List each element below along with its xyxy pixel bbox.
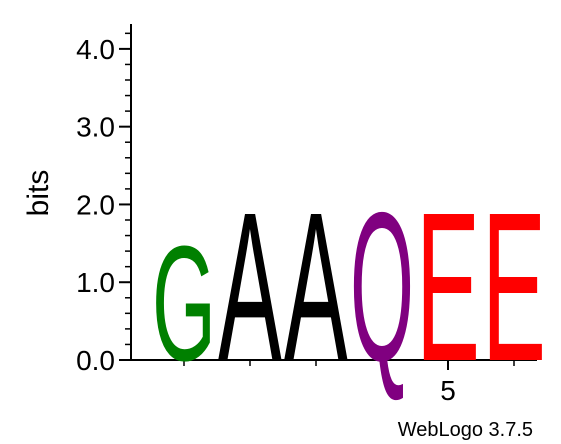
logo-letter-a: A (284, 168, 348, 405)
logo-letter-g: G (152, 213, 216, 395)
logo-letter-q: Q (350, 169, 414, 406)
credit-label: WebLogo 3.7.5 (398, 419, 533, 441)
y-axis-label: bits (22, 170, 55, 217)
y-tick-label: 0.0 (76, 345, 115, 376)
x-axis: 5 (131, 359, 537, 406)
y-tick-label: 2.0 (76, 189, 115, 220)
logo-letter-e: E (482, 168, 546, 405)
logo-letter-e: E (416, 168, 480, 405)
x-tick-label: 5 (440, 375, 456, 406)
y-axis: 0.0 1.0 2.0 3.0 4.0 (76, 24, 132, 376)
y-tick-label: 1.0 (76, 267, 115, 298)
logo-letter-a: A (218, 168, 282, 405)
y-tick-label: 3.0 (76, 112, 115, 143)
y-tick-label: 4.0 (76, 34, 115, 65)
